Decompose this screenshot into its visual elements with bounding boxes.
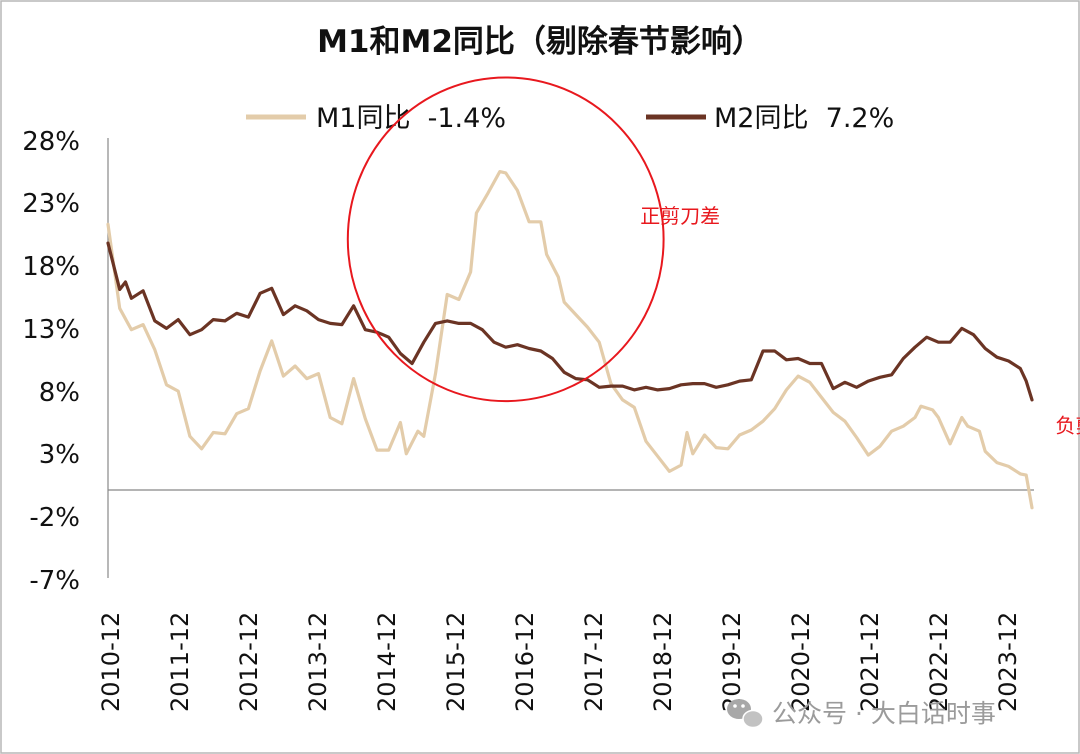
watermark: 公众号 · 大白话时事 [727,699,996,729]
y-ticks: 28% 23% 18% 13% 8% 3% -2% -7% [22,127,80,596]
x-tick-label: 2021-12 [856,612,884,712]
x-tick-label: 2012-12 [235,612,263,712]
chart-title: M1和M2同比（剔除春节影响） [317,24,763,60]
y-tick-label: -7% [29,566,80,596]
x-tick-label: 2013-12 [304,612,332,712]
x-ticks: 2010-12 2011-12 2012-12 2013-12 2014-12 … [97,612,1022,712]
series-line-m2 [106,241,1034,402]
legend-label-m1: M1同比 -1.4% [316,103,506,134]
legend-label-m2: M2同比 7.2% [714,103,894,134]
y-tick-label: 28% [22,127,80,157]
x-tick-label: 2010-12 [97,612,125,712]
wechat-icon [727,699,764,729]
x-tick-label: 2016-12 [511,612,539,712]
y-tick-label: 13% [22,315,80,345]
annotation-negative-gap: 负剪刀差 [1055,414,1080,438]
x-tick-label: 2014-12 [373,612,401,712]
annotation-positive-gap: 正剪刀差 [640,204,720,228]
y-tick-label: 18% [22,252,80,282]
x-tick-label: 2022-12 [925,612,953,712]
series-line-m1 [106,170,1034,510]
x-tick-label: 2020-12 [787,612,815,712]
x-tick-label: 2018-12 [649,612,677,712]
x-tick-label: 2011-12 [166,612,194,712]
watermark-text: 公众号 · 大白话时事 [772,699,996,728]
y-tick-label: 3% [39,440,80,470]
legend: M1同比 -1.4% M2同比 7.2% [246,103,894,134]
x-tick-label: 2023-12 [994,612,1022,712]
y-tick-label: -2% [29,503,80,533]
y-tick-label: 8% [39,378,80,408]
y-tick-label: 23% [22,189,80,219]
positive-gap-highlight-circle [346,76,665,403]
x-tick-label: 2015-12 [442,612,470,712]
x-tick-label: 2019-12 [718,612,746,712]
x-tick-label: 2017-12 [580,612,608,712]
